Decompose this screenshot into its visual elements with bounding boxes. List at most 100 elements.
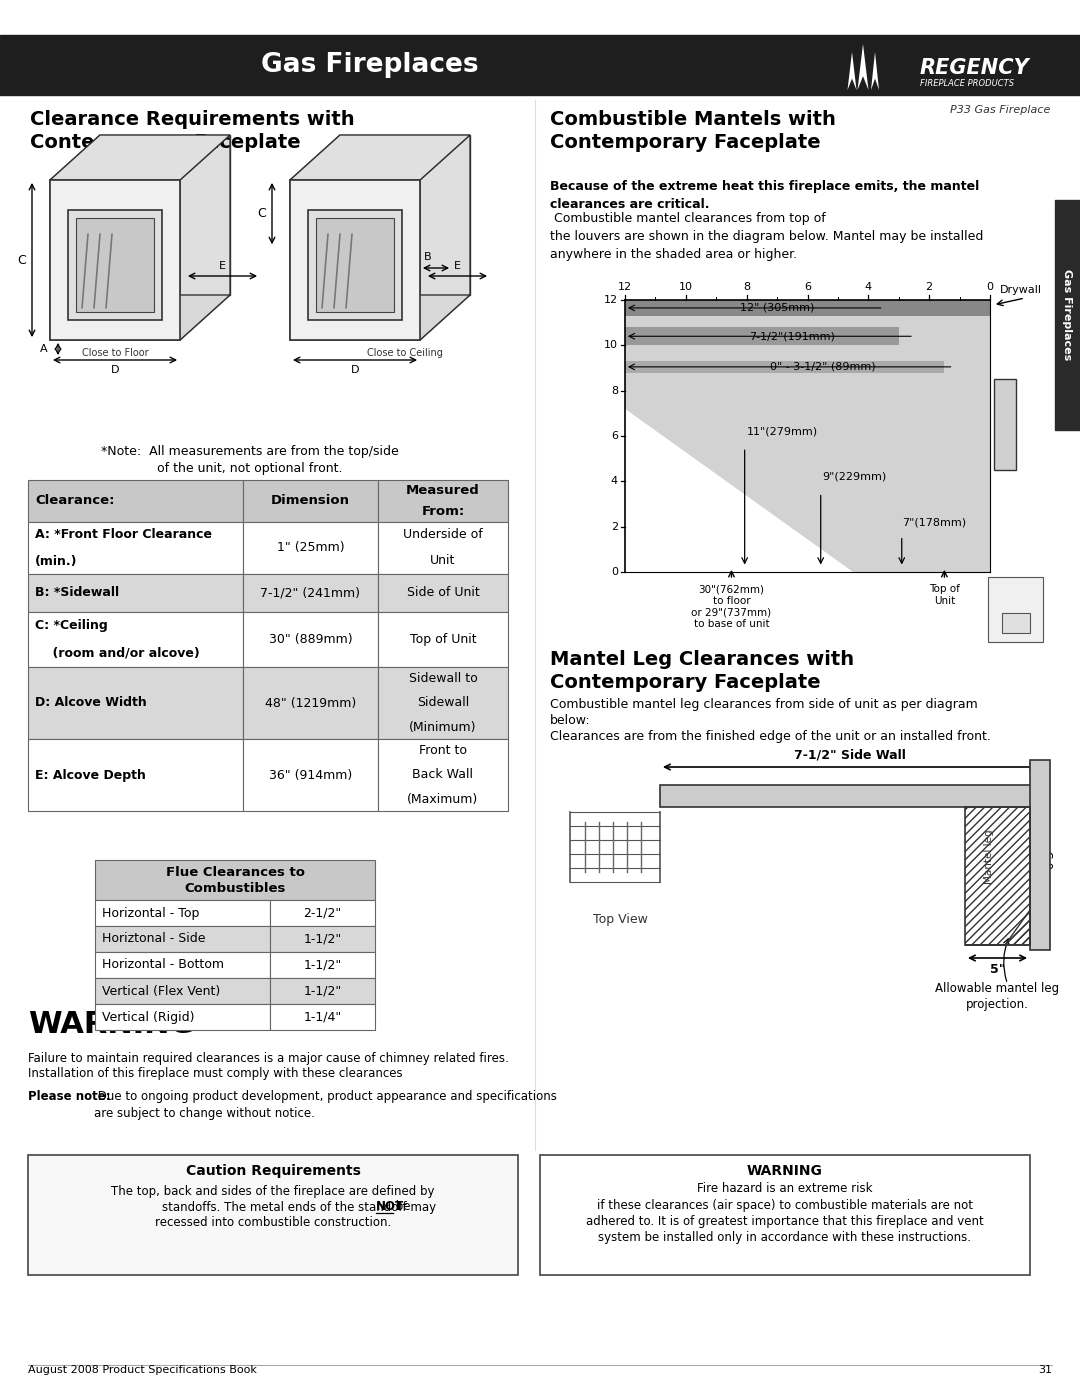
- Text: 1-1/4": 1-1/4": [303, 1010, 341, 1024]
- Text: Front to: Front to: [419, 745, 467, 757]
- Text: 1-1/2": 1-1/2": [303, 933, 341, 946]
- Text: Drywall: Drywall: [1000, 285, 1042, 295]
- Bar: [270, 1004, 375, 1030]
- Text: Gas Fireplaces: Gas Fireplaces: [1062, 270, 1072, 360]
- Polygon shape: [420, 136, 470, 339]
- Text: E: Alcove Depth: E: Alcove Depth: [35, 768, 146, 781]
- Bar: [95, 951, 270, 978]
- Bar: [243, 666, 378, 739]
- Bar: [243, 574, 378, 612]
- Polygon shape: [100, 136, 230, 295]
- Text: Measured: Measured: [406, 483, 480, 497]
- Polygon shape: [625, 362, 944, 373]
- Text: NOT: NOT: [376, 1200, 404, 1214]
- Text: D: D: [351, 365, 360, 374]
- Text: Mantel Leg Clearances with
Contemporary Faceplate: Mantel Leg Clearances with Contemporary …: [550, 650, 854, 692]
- Bar: [76, 218, 154, 312]
- Bar: [378, 739, 508, 812]
- Text: 30"(762mm)
to floor
or 29"(737mm)
to base of unit: 30"(762mm) to floor or 29"(737mm) to bas…: [691, 584, 771, 629]
- Text: 4: 4: [865, 282, 872, 292]
- Text: 5": 5": [989, 963, 1005, 977]
- Bar: [28, 574, 243, 612]
- Text: 8: 8: [611, 386, 618, 395]
- Text: standoffs. The metal ends of the standoff may: standoffs. The metal ends of the standof…: [162, 1200, 440, 1214]
- Bar: [378, 522, 508, 574]
- Polygon shape: [848, 52, 856, 89]
- Text: Fire hazard is an extreme risk: Fire hazard is an extreme risk: [698, 1182, 873, 1196]
- Polygon shape: [291, 136, 470, 180]
- Text: Horiztonal - Side: Horiztonal - Side: [102, 933, 205, 946]
- Text: C: *Ceiling: C: *Ceiling: [35, 619, 108, 633]
- Bar: [28, 522, 243, 574]
- Text: P33 Gas Fireplace: P33 Gas Fireplace: [949, 105, 1050, 115]
- Text: Top of Unit: Top of Unit: [409, 633, 476, 645]
- Text: 48" (1219mm): 48" (1219mm): [265, 697, 356, 710]
- Text: 36" (914mm): 36" (914mm): [269, 768, 352, 781]
- Bar: [95, 978, 270, 1004]
- Bar: [28, 612, 243, 666]
- Text: Top View: Top View: [593, 914, 647, 926]
- Text: 7-1/2" (241mm): 7-1/2" (241mm): [260, 587, 361, 599]
- Text: 0: 0: [611, 567, 618, 577]
- Text: 10: 10: [604, 341, 618, 351]
- Bar: [1030, 760, 1050, 950]
- Text: Horizontal - Bottom: Horizontal - Bottom: [102, 958, 224, 971]
- Polygon shape: [870, 52, 879, 89]
- Text: system be installed only in accordance with these instructions.: system be installed only in accordance w…: [598, 1231, 972, 1243]
- Bar: [378, 612, 508, 666]
- Bar: [28, 1155, 518, 1275]
- Text: Clearance Requirements with
Contemporary Faceplate: Clearance Requirements with Contemporary…: [30, 110, 354, 152]
- Text: 6: 6: [804, 282, 811, 292]
- Text: 0: 0: [986, 282, 994, 292]
- Polygon shape: [50, 136, 100, 339]
- Bar: [308, 210, 402, 320]
- Text: 10: 10: [679, 282, 693, 292]
- Bar: [28, 666, 243, 739]
- Text: Sidewall to: Sidewall to: [408, 672, 477, 686]
- Text: C: C: [257, 207, 266, 221]
- Text: 2: 2: [926, 282, 933, 292]
- Text: Flue Clearances to
Combustibles: Flue Clearances to Combustibles: [165, 866, 305, 894]
- Text: WARNING: WARNING: [28, 1010, 194, 1039]
- Text: D: D: [111, 365, 119, 374]
- Text: 7-1/2" Side Wall: 7-1/2" Side Wall: [794, 747, 906, 761]
- Text: Clearances are from the finished edge of the unit or an installed front.: Clearances are from the finished edge of…: [550, 731, 990, 743]
- Text: Vertical (Flex Vent): Vertical (Flex Vent): [102, 985, 220, 997]
- Text: (min.): (min.): [35, 555, 78, 567]
- Text: 2: 2: [611, 521, 618, 532]
- Text: adhered to. It is of greatest importance that this fireplace and vent: adhered to. It is of greatest importance…: [586, 1214, 984, 1228]
- Text: Vertical (Rigid): Vertical (Rigid): [102, 1010, 194, 1024]
- Text: recessed into combustible construction.: recessed into combustible construction.: [154, 1217, 391, 1229]
- Text: The top, back and sides of the fireplace are defined by: The top, back and sides of the fireplace…: [111, 1185, 435, 1197]
- Text: 0" - 3-1/2" (89mm): 0" - 3-1/2" (89mm): [770, 362, 876, 372]
- Text: Unit: Unit: [430, 555, 456, 567]
- Polygon shape: [625, 316, 990, 571]
- Bar: [270, 900, 375, 926]
- Bar: [95, 900, 270, 926]
- Text: Caution Requirements: Caution Requirements: [186, 1164, 361, 1178]
- Text: Horizontal - Top: Horizontal - Top: [102, 907, 200, 919]
- Text: 7-1/2"(191mm): 7-1/2"(191mm): [750, 331, 835, 341]
- Text: Top of
Unit: Top of Unit: [929, 584, 960, 606]
- Text: 12" (305mm): 12" (305mm): [740, 303, 814, 313]
- Bar: [270, 926, 375, 951]
- Bar: [966, 807, 1030, 944]
- Text: below:: below:: [550, 714, 591, 726]
- Text: E: E: [218, 261, 226, 271]
- Text: A: A: [40, 344, 48, 353]
- Text: REGENCY: REGENCY: [920, 59, 1029, 78]
- Bar: [291, 180, 420, 339]
- Text: FIREPLACE PRODUCTS: FIREPLACE PRODUCTS: [920, 78, 1014, 88]
- Text: (Maximum): (Maximum): [407, 792, 478, 806]
- Bar: [50, 180, 180, 339]
- Text: 4: 4: [611, 476, 618, 486]
- Text: Combustible mantel clearances from top of
the louvers are shown in the diagram b: Combustible mantel clearances from top o…: [550, 212, 984, 261]
- Text: Because of the extreme heat this fireplace emits, the mantel
clearances are crit: Because of the extreme heat this firepla…: [550, 180, 980, 211]
- Polygon shape: [50, 136, 230, 180]
- Bar: [270, 951, 375, 978]
- Text: 1-1/2": 1-1/2": [303, 985, 341, 997]
- Polygon shape: [291, 136, 340, 339]
- Text: 3"(76mm)
Standoff: 3"(76mm) Standoff: [996, 402, 1015, 447]
- Bar: [95, 926, 270, 951]
- Text: B: B: [424, 251, 432, 263]
